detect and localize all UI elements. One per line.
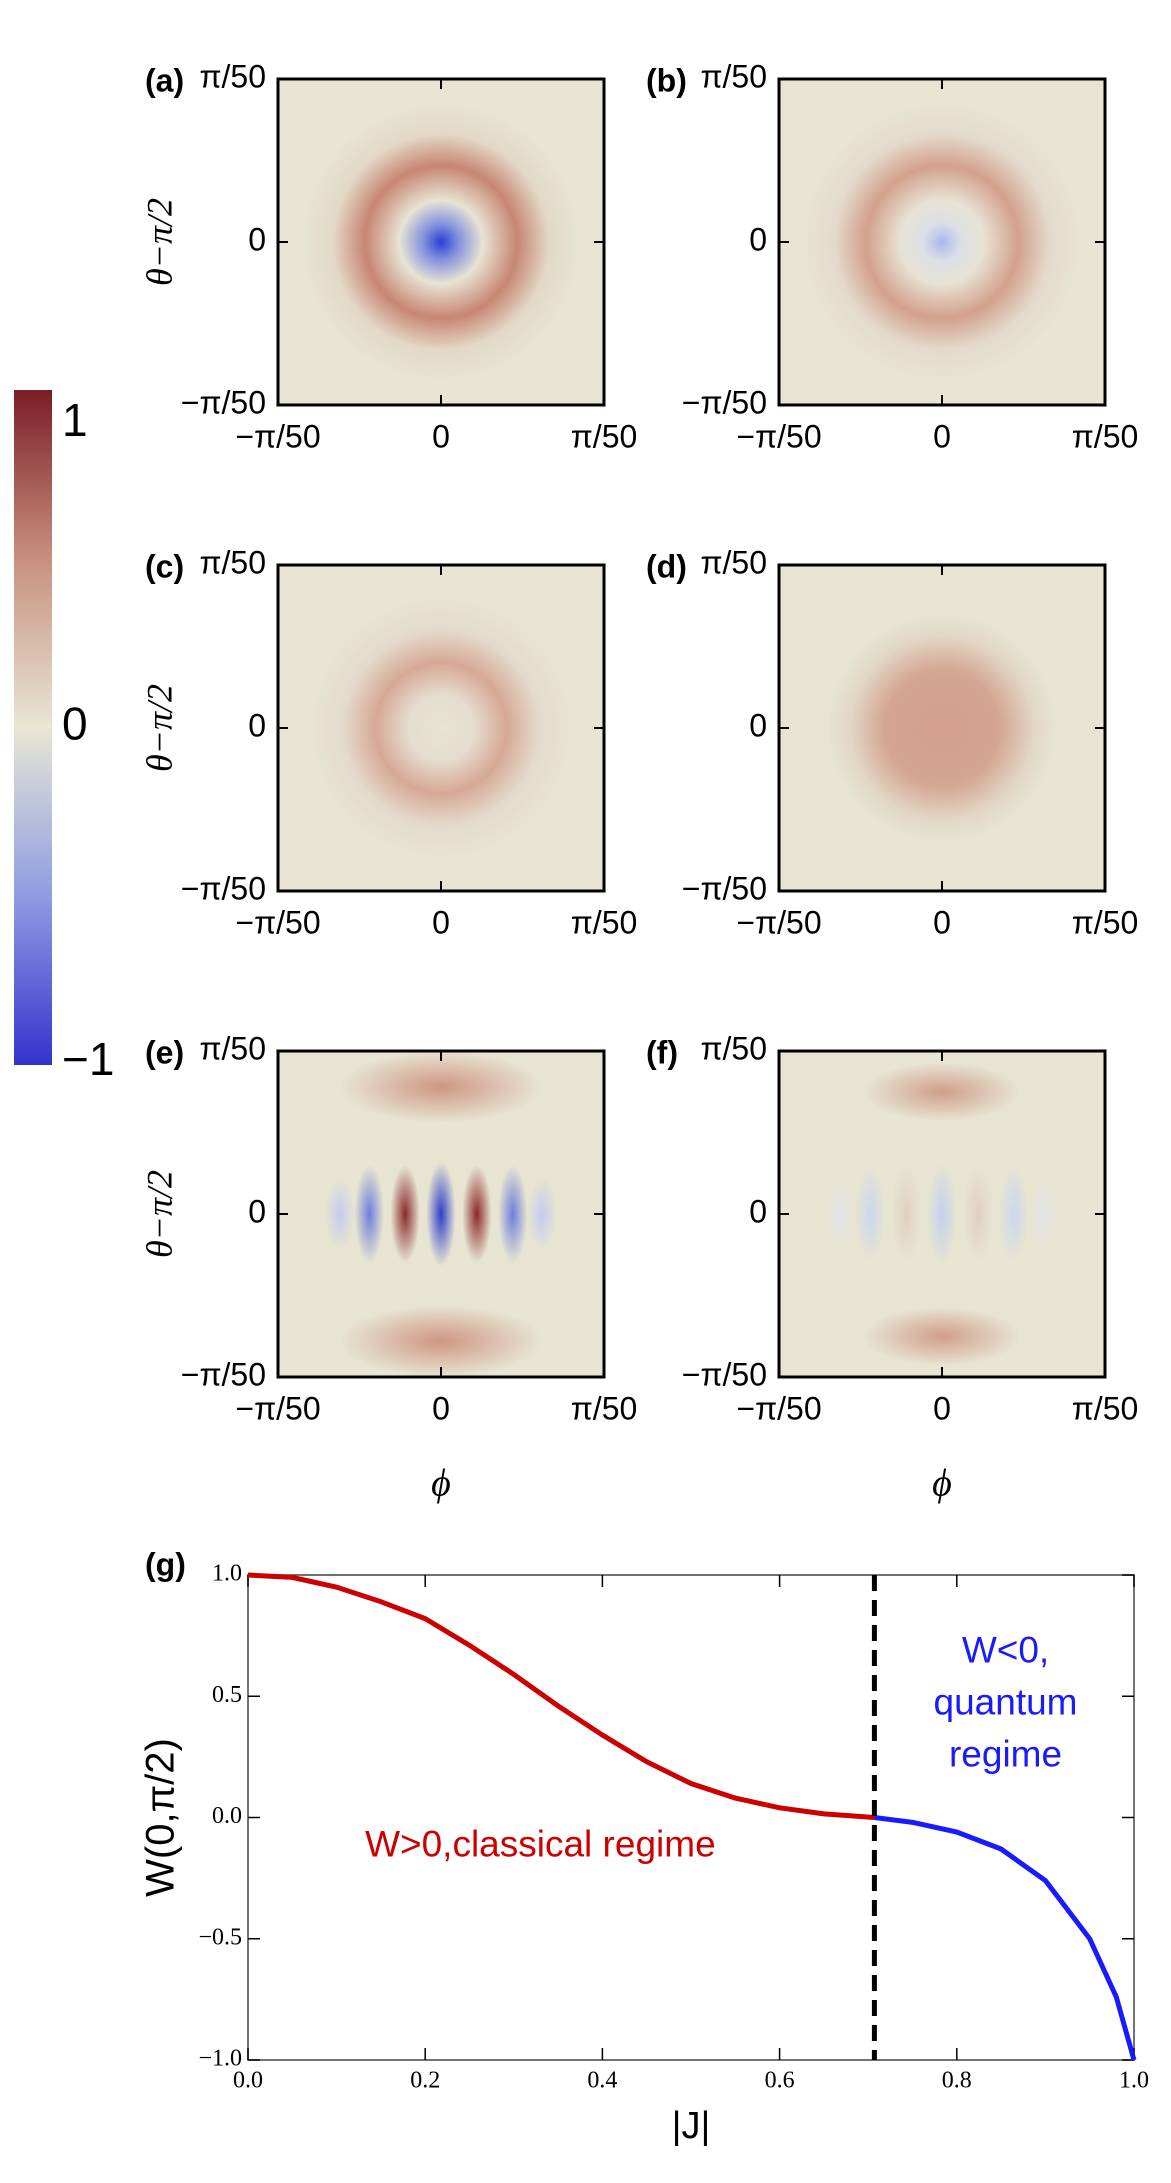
x-tick-label: 0 xyxy=(432,418,450,454)
colorbar-tick-label: 1 xyxy=(62,394,88,446)
heatmap-feature xyxy=(325,1178,355,1250)
y-tick-label: 0 xyxy=(248,1193,266,1229)
y-tick-label: −0.5 xyxy=(198,1924,242,1950)
x-tick-label: 0 xyxy=(933,904,951,940)
heatmap-feature xyxy=(855,1165,885,1263)
y-tick-label: −π/50 xyxy=(682,384,767,420)
y-tick-label: 1.0 xyxy=(212,1561,242,1587)
line-series xyxy=(874,1815,1137,2061)
y-tick-label: −π/50 xyxy=(181,870,266,906)
heatmap-feature xyxy=(310,597,572,859)
heatmap-feature xyxy=(339,1051,543,1123)
line-series xyxy=(247,1572,875,1820)
heatmap-feature xyxy=(302,103,580,381)
y-axis-label: θ−π/2 xyxy=(139,198,179,286)
heatmap-feature xyxy=(863,1306,1021,1366)
y-tick-label: 0 xyxy=(749,221,767,257)
panel-label: (b) xyxy=(646,62,687,98)
heatmap-feature xyxy=(1028,1178,1058,1250)
heatmap-feature xyxy=(863,1062,1021,1122)
y-tick-label: −π/50 xyxy=(181,1356,266,1392)
heatmap-feature xyxy=(426,1161,456,1267)
x-tick-label: 0.4 xyxy=(587,2068,617,2094)
heatmap-feature xyxy=(826,1178,856,1250)
y-tick-label: 0.5 xyxy=(212,1682,242,1708)
x-tick-label: −π/50 xyxy=(235,904,320,940)
x-tick-label: 0 xyxy=(933,1390,951,1426)
heatmap-feature xyxy=(827,613,1057,843)
panel-label: (a) xyxy=(145,62,184,98)
y-tick-label: −π/50 xyxy=(682,870,767,906)
y-axis-label: θ−π/2 xyxy=(139,1170,179,1258)
x-tick-label: 0.0 xyxy=(233,2068,263,2094)
y-tick-label: 0 xyxy=(749,1193,767,1229)
heatmap-feature xyxy=(803,103,1081,381)
x-tick-label: −π/50 xyxy=(235,1390,320,1426)
y-tick-label: π/50 xyxy=(700,1030,767,1066)
x-tick-label: π/50 xyxy=(1072,1390,1139,1426)
heatmap-feature xyxy=(339,1305,543,1377)
panel-label: (d) xyxy=(646,548,687,584)
y-tick-label: π/50 xyxy=(199,1030,266,1066)
colorbar xyxy=(14,390,52,1065)
y-tick-label: π/50 xyxy=(700,544,767,580)
x-tick-label: −π/50 xyxy=(736,1390,821,1426)
colorbar-tick-label: 0 xyxy=(62,698,88,750)
y-axis-label: W(0,π/2) xyxy=(139,1738,183,1897)
y-tick-label: 0 xyxy=(248,221,266,257)
x-axis-label: ϕ xyxy=(431,1463,451,1505)
annotation: quantum xyxy=(934,1681,1078,1722)
panel-label: (e) xyxy=(145,1034,184,1070)
x-tick-label: 0.8 xyxy=(942,2068,972,2094)
panel-label: (f) xyxy=(646,1034,678,1070)
x-tick-label: 0 xyxy=(432,904,450,940)
heatmap-feature xyxy=(498,1165,528,1263)
x-tick-label: π/50 xyxy=(571,904,638,940)
heatmap-feature xyxy=(354,1165,384,1263)
colorbar-tick-label: −1 xyxy=(62,1033,114,1085)
y-tick-label: −π/50 xyxy=(181,384,266,420)
x-tick-label: 0 xyxy=(432,1390,450,1426)
y-tick-label: −π/50 xyxy=(682,1356,767,1392)
x-tick-label: π/50 xyxy=(1072,418,1139,454)
x-tick-label: π/50 xyxy=(571,1390,638,1426)
heatmap-feature xyxy=(963,1165,993,1263)
y-tick-label: π/50 xyxy=(199,58,266,94)
panel-label: (g) xyxy=(145,1546,186,1582)
y-tick-label: 0 xyxy=(248,707,266,743)
y-tick-label: π/50 xyxy=(700,58,767,94)
x-tick-label: −π/50 xyxy=(235,418,320,454)
heatmap-feature xyxy=(891,1165,921,1263)
annotation: W>0,classical regime xyxy=(365,1823,716,1864)
heatmap-feature xyxy=(527,1178,557,1250)
y-tick-label: π/50 xyxy=(199,544,266,580)
y-tick-label: 0 xyxy=(749,707,767,743)
x-axis-label: ϕ xyxy=(932,1463,952,1505)
x-tick-label: π/50 xyxy=(571,418,638,454)
heatmap-feature xyxy=(927,1161,957,1267)
x-tick-label: π/50 xyxy=(1072,904,1139,940)
x-tick-label: 0.6 xyxy=(765,2068,795,2094)
annotation: regime xyxy=(949,1733,1062,1774)
heatmap-feature xyxy=(462,1165,492,1263)
x-tick-label: −π/50 xyxy=(736,904,821,940)
heatmap-feature xyxy=(999,1165,1029,1263)
x-tick-label: 1.0 xyxy=(1119,2068,1149,2094)
heatmap-feature xyxy=(390,1165,420,1263)
panel-label: (c) xyxy=(145,548,184,584)
y-tick-label: 0.0 xyxy=(212,1803,242,1829)
annotation: W<0, xyxy=(962,1629,1049,1670)
x-tick-label: −π/50 xyxy=(736,418,821,454)
x-tick-label: 0.2 xyxy=(410,2068,440,2094)
x-tick-label: 0 xyxy=(933,418,951,454)
x-axis-label: |J| xyxy=(672,2105,711,2147)
y-axis-label: θ−π/2 xyxy=(139,684,179,772)
y-tick-label: −1.0 xyxy=(198,2046,242,2072)
